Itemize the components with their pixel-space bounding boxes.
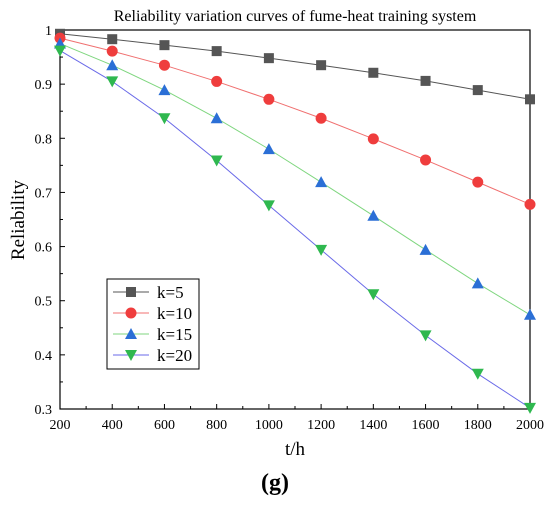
y-tick-label: 0.3	[35, 403, 53, 418]
data-point	[367, 289, 380, 301]
x-tick-label: 2000	[516, 418, 544, 433]
data-point	[262, 200, 275, 212]
data-point	[368, 67, 379, 78]
data-point	[315, 176, 328, 188]
y-tick-label: 0.5	[35, 295, 53, 310]
legend-box	[106, 278, 200, 370]
data-point	[262, 143, 275, 155]
legend-marker	[125, 328, 137, 339]
x-tick-label: 1200	[307, 418, 335, 433]
data-point	[524, 308, 536, 320]
series-line-k=20	[59, 50, 531, 409]
legend-marker	[125, 350, 137, 361]
data-point	[210, 112, 223, 124]
y-axis-label: Reliability	[8, 179, 29, 260]
data-point	[420, 154, 432, 166]
data-point	[106, 59, 119, 71]
legend-label: k=10	[157, 304, 192, 323]
data-point	[471, 368, 484, 380]
x-tick-label: 600	[154, 418, 175, 433]
legend-label: k=15	[157, 325, 192, 344]
data-point	[315, 112, 327, 124]
x-tick-label: 1600	[412, 418, 440, 433]
data-point	[107, 34, 118, 45]
x-tick-label: 1800	[464, 418, 492, 433]
data-point	[211, 75, 223, 87]
data-point	[472, 176, 484, 188]
data-point	[525, 94, 535, 105]
data-point	[106, 45, 118, 57]
data-point	[210, 155, 223, 167]
y-tick-label: 0.7	[35, 186, 53, 201]
data-point	[211, 46, 222, 57]
data-point	[419, 243, 432, 255]
data-point	[471, 277, 484, 289]
y-tick-label: 0.8	[35, 132, 53, 147]
y-tick-label: 1	[45, 24, 52, 39]
series-line-k=15	[59, 43, 531, 316]
series-line-k=5	[59, 33, 531, 100]
legend-marker	[126, 287, 136, 297]
y-tick-label: 0.4	[35, 349, 53, 364]
plot-area: 200 400 600 800 1000 1200 1400 1600 1800 2000 0.3 0…	[35, 24, 545, 433]
data-point	[158, 84, 171, 96]
figure-caption: (g)	[261, 470, 289, 496]
data-point	[54, 45, 66, 57]
data-point	[524, 198, 536, 210]
data-point	[315, 244, 328, 256]
data-point	[524, 402, 536, 414]
chart-title: Reliability variation curves of fume-hea…	[114, 8, 477, 25]
data-point	[263, 93, 275, 105]
data-point	[367, 209, 380, 221]
data-point	[159, 40, 170, 51]
x-tick-label: 400	[102, 418, 123, 433]
x-tick-label: 200	[50, 418, 71, 433]
x-tick-label: 1000	[255, 418, 283, 433]
data-point	[263, 53, 274, 64]
data-point	[106, 76, 119, 88]
series-line-k=10	[59, 37, 531, 205]
y-tick-label: 0.6	[35, 241, 53, 256]
legend-label: k=20	[157, 346, 192, 365]
x-tick-label: 800	[206, 418, 227, 433]
legend-marker	[125, 307, 137, 319]
data-point	[420, 75, 431, 86]
data-point	[158, 113, 171, 125]
data-point	[316, 60, 327, 71]
y-tick-label: 0.9	[35, 78, 53, 93]
x-axis-label: t/h	[285, 439, 306, 460]
data-point	[367, 133, 379, 145]
data-point	[419, 330, 432, 342]
data-point	[158, 59, 170, 71]
legend-label: k=5	[157, 283, 184, 302]
legend: k=5 k=10 k=15 k=20	[106, 278, 200, 370]
data-point	[472, 85, 483, 96]
x-tick-label: 1400	[359, 418, 387, 433]
